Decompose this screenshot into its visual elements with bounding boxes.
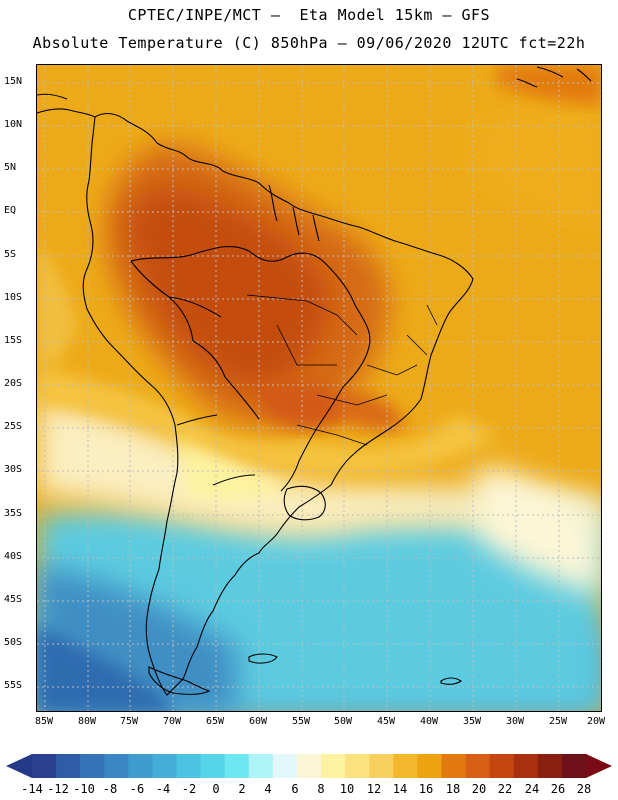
lon-label-40w: 40W	[419, 716, 439, 727]
colorbar-label: 22	[497, 782, 513, 796]
temperature-map	[37, 65, 601, 711]
lon-label-75w: 75W	[119, 716, 139, 727]
colorbar-label: 6	[291, 782, 299, 796]
colorbar-cell	[152, 754, 178, 778]
colorbar-cells	[32, 754, 587, 778]
lon-label-65w: 65W	[205, 716, 225, 727]
colorbar-cell	[272, 754, 298, 778]
tierra-del-fuego-outline	[148, 666, 211, 695]
chart-title-line-1: CPTEC/INPE/MCT – Eta Model 15km – GFS	[127, 6, 491, 24]
lat-label-45s: 45S	[4, 594, 23, 605]
lon-label-20w: 20W	[586, 716, 606, 727]
colorbar-label: 20	[471, 782, 487, 796]
colorbar-label: 10	[339, 782, 355, 796]
coastlines-and-borders	[37, 66, 592, 696]
colorbar-label: 8	[317, 782, 325, 796]
colorbar-under-arrow	[6, 754, 32, 778]
lat-label-20s: 20S	[4, 378, 23, 389]
colorbar-label: -14	[21, 782, 43, 796]
colorbar-cell	[345, 754, 370, 778]
guianas-borders	[268, 184, 320, 242]
colorbar-label: 18	[445, 782, 461, 796]
colorbar-label: -12	[47, 782, 69, 796]
brazil-states	[246, 294, 438, 446]
colorbar-label: 16	[418, 782, 434, 796]
colorbar-label: 26	[550, 782, 566, 796]
map-panel[interactable]	[36, 64, 602, 712]
colorbar-label: 28	[576, 782, 592, 796]
colorbar-label: -6	[129, 782, 145, 796]
colorbar-cell	[417, 754, 443, 778]
south-georgia-outline	[440, 677, 462, 685]
colorbar-label: 4	[264, 782, 272, 796]
lat-label-30s: 30S	[4, 464, 23, 475]
lat-label-25s: 25S	[4, 421, 23, 432]
colorbar-cell	[393, 754, 418, 778]
colorbar-cell	[465, 754, 491, 778]
colorbar-label: 0	[212, 782, 220, 796]
lon-label-80w: 80W	[77, 716, 97, 727]
lon-label-60w: 60W	[248, 716, 268, 727]
lat-label-10s: 10S	[4, 292, 23, 303]
lon-label-45w: 45W	[376, 716, 396, 727]
lat-label-15s: 15S	[4, 335, 23, 346]
lat-label-50s: 50S	[4, 637, 23, 648]
lat-label-35s: 35S	[4, 508, 23, 519]
lon-label-50w: 50W	[333, 716, 353, 727]
lon-label-30w: 30W	[505, 716, 525, 727]
temperature-field	[37, 65, 601, 711]
colorbar-label: -10	[73, 782, 95, 796]
colorbar-cell	[441, 754, 467, 778]
lon-label-70w: 70W	[162, 716, 182, 727]
colorbar-label: -8	[102, 782, 118, 796]
colorbar-cell	[248, 754, 274, 778]
brazil-border	[130, 245, 371, 492]
colorbar-label: 2	[238, 782, 246, 796]
caribbean-islands-outline	[516, 66, 592, 88]
andean-borders	[130, 260, 260, 486]
colorbar-label: 14	[392, 782, 408, 796]
central-america-outline	[37, 93, 96, 118]
falklands-outline	[248, 653, 278, 664]
colorbar-cell	[56, 754, 81, 778]
colorbar-cell	[513, 754, 539, 778]
lon-label-35w: 35W	[462, 716, 482, 727]
lat-label-40s: 40S	[4, 551, 23, 562]
colorbar	[6, 754, 612, 778]
colorbar-cell	[561, 754, 587, 778]
lon-label-25w: 25W	[548, 716, 568, 727]
colorbar-cell	[176, 754, 202, 778]
colorbar-cell	[537, 754, 563, 778]
south-america-outline	[82, 112, 474, 696]
colorbar-cell	[224, 754, 250, 778]
colorbar-cell	[489, 754, 515, 778]
lon-label-85w: 85W	[34, 716, 54, 727]
uruguay-outline	[283, 485, 326, 521]
colorbar-cell	[80, 754, 105, 778]
colorbar-label: 24	[524, 782, 540, 796]
lat-label-eq: EQ	[4, 205, 17, 216]
colorbar-cell	[369, 754, 394, 778]
lat-label-5s: 5S	[4, 249, 17, 260]
lon-label-55w: 55W	[291, 716, 311, 727]
lat-label-55s: 55S	[4, 680, 23, 691]
colorbar-over-arrow	[586, 754, 612, 778]
lat-label-5n: 5N	[4, 162, 17, 173]
colorbar-cell	[321, 754, 346, 778]
colorbar-cell	[128, 754, 154, 778]
colorbar-cell	[32, 754, 57, 778]
lat-label-15n: 15N	[4, 76, 23, 87]
colorbar-label: 12	[366, 782, 382, 796]
colorbar-cell	[200, 754, 226, 778]
chart-title-line-2: Absolute Temperature (C) 850hPa – 09/06/…	[32, 34, 586, 52]
lat-label-10n: 10N	[4, 119, 23, 130]
colorbar-cell	[296, 754, 322, 778]
colorbar-cell	[104, 754, 129, 778]
colorbar-label: -4	[155, 782, 171, 796]
colorbar-label: -2	[181, 782, 197, 796]
